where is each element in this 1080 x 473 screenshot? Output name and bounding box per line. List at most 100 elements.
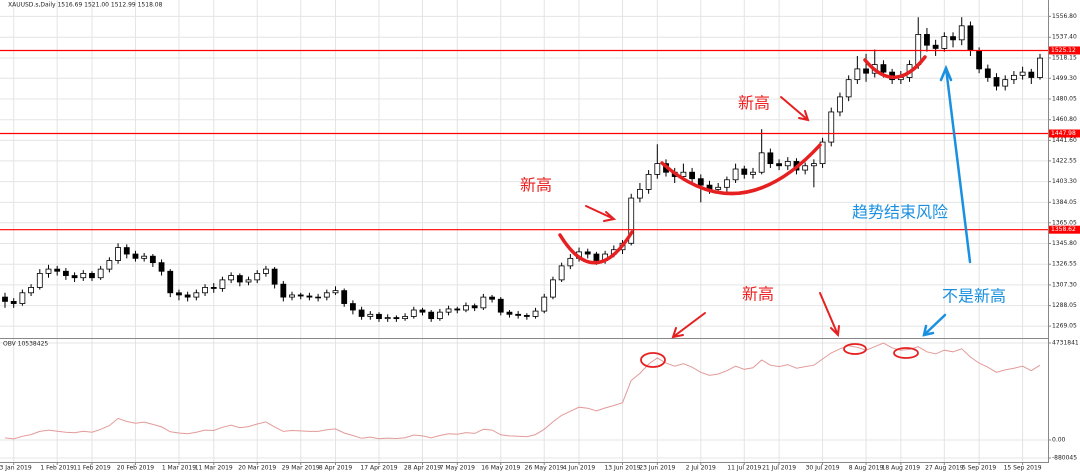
candle-body (915, 34, 922, 65)
candle-body (367, 313, 374, 317)
x-tick-label: 15 Sep 2019 (1004, 465, 1042, 472)
x-tick-label: 5 Sep 2019 (962, 465, 996, 472)
candle-body (123, 247, 130, 255)
candle-body (1028, 71, 1035, 78)
candle-body (758, 152, 765, 173)
candle-body (654, 163, 661, 175)
candle-body (819, 141, 826, 165)
x-tick-label: 21 Jul 2019 (762, 465, 796, 472)
candle-body (767, 152, 774, 165)
candle-body (315, 296, 322, 299)
x-tick-label: 11 Feb 2019 (73, 465, 111, 472)
x-tick-label: 26 May 2019 (525, 465, 564, 472)
y-tick-label: 4731841 (1052, 340, 1079, 347)
candle-body (697, 178, 704, 186)
candle-body (289, 294, 295, 298)
candle-body (558, 265, 565, 281)
candle-body (776, 163, 782, 167)
candle-body (497, 298, 504, 313)
candle-body (541, 296, 548, 312)
x-tick-label: 17 Apr 2019 (360, 465, 397, 472)
candle-body (950, 36, 956, 41)
candle-body (715, 186, 722, 190)
y-tick-label: 1403.30 (1052, 178, 1077, 185)
y-tick-label: 1326.55 (1052, 261, 1077, 268)
candle-body (45, 268, 52, 274)
y-tick-label: 1518.15 (1052, 54, 1077, 61)
marks (0, 17, 1048, 440)
y-tick-label: 1460.80 (1052, 116, 1077, 123)
arrow (585, 205, 617, 222)
candle-body (802, 165, 809, 171)
x-tick-label: 16 May 2019 (481, 465, 520, 472)
y-tick-label: 1556.80 (1052, 13, 1077, 20)
y-tick-label: 1422.55 (1052, 157, 1077, 164)
candle-body (89, 273, 95, 279)
y-tick-label: 1480.05 (1052, 95, 1077, 102)
x-tick-label: 23 Jan 2019 (0, 465, 32, 472)
candle-body (436, 311, 443, 320)
candle-body (863, 68, 869, 74)
annotation: 新高 (742, 285, 774, 304)
candle-body (480, 296, 487, 309)
candle-body (637, 189, 643, 199)
candle-body (332, 290, 339, 294)
x-tick-label: 23 Jun 2019 (639, 465, 675, 472)
x-tick-label: 7 May 2019 (440, 465, 475, 472)
candle-body (471, 305, 478, 309)
candle-body (967, 25, 974, 51)
candle-body (941, 36, 948, 49)
highlight-ellipse (893, 347, 919, 359)
candle-body (958, 25, 965, 41)
candle-body (1011, 74, 1017, 81)
highlight-ellipse (843, 343, 867, 355)
arrow (780, 96, 810, 122)
candle-body (176, 292, 182, 296)
candle-body (532, 310, 539, 317)
level-label-box (1049, 46, 1080, 55)
candle-body (428, 311, 435, 320)
y-tick-label: 1365.05 (1052, 219, 1077, 226)
candle-body (402, 316, 408, 320)
candle-body (62, 270, 69, 276)
candle-body (854, 68, 861, 81)
candle-body (506, 311, 513, 315)
x-tick-label: 13 Jun 2019 (604, 465, 640, 472)
candle-body (193, 292, 200, 298)
x-tick-label: 11 Mar 2019 (195, 465, 233, 472)
x-tick-label: 11 Jul 2019 (727, 465, 761, 472)
annotation: 新高 (738, 94, 770, 113)
y-tick-label: 1499.30 (1052, 75, 1077, 82)
candle-body (202, 287, 208, 294)
candle-body (271, 268, 278, 285)
y-tick-label: 1345.80 (1052, 240, 1077, 247)
y-tick-label: 1288.05 (1052, 302, 1077, 309)
level-label: 1358.62 (1051, 226, 1076, 233)
y-tick-label: 1537.40 (1052, 34, 1077, 41)
candle-body (1037, 57, 1043, 78)
candle-body (349, 303, 356, 311)
curve (863, 55, 927, 79)
candle-body (445, 308, 452, 313)
candle-body (593, 253, 600, 261)
candle-body (28, 287, 34, 294)
candle-body (680, 171, 687, 177)
grid (0, 0, 1051, 465)
candle-body (306, 295, 313, 298)
annotation: 趋势结束风险 (852, 203, 948, 222)
candle-body (723, 179, 730, 188)
chart-title: XAUUSD.s,Daily 1516.69 1521.00 1512.99 1… (8, 2, 163, 9)
x-tick-label: 8 Apr 2019 (319, 465, 352, 472)
candle-body (323, 292, 330, 298)
candle-body (567, 257, 574, 267)
candle-body (645, 173, 652, 190)
candle-body (741, 168, 748, 175)
candle-body (158, 262, 165, 272)
candle-body (410, 309, 417, 317)
y-tick-label: 0.00 (1052, 436, 1066, 443)
candle-body (71, 275, 78, 279)
candle-body (19, 292, 26, 304)
candle-body (489, 296, 495, 300)
candle-body (880, 64, 887, 73)
